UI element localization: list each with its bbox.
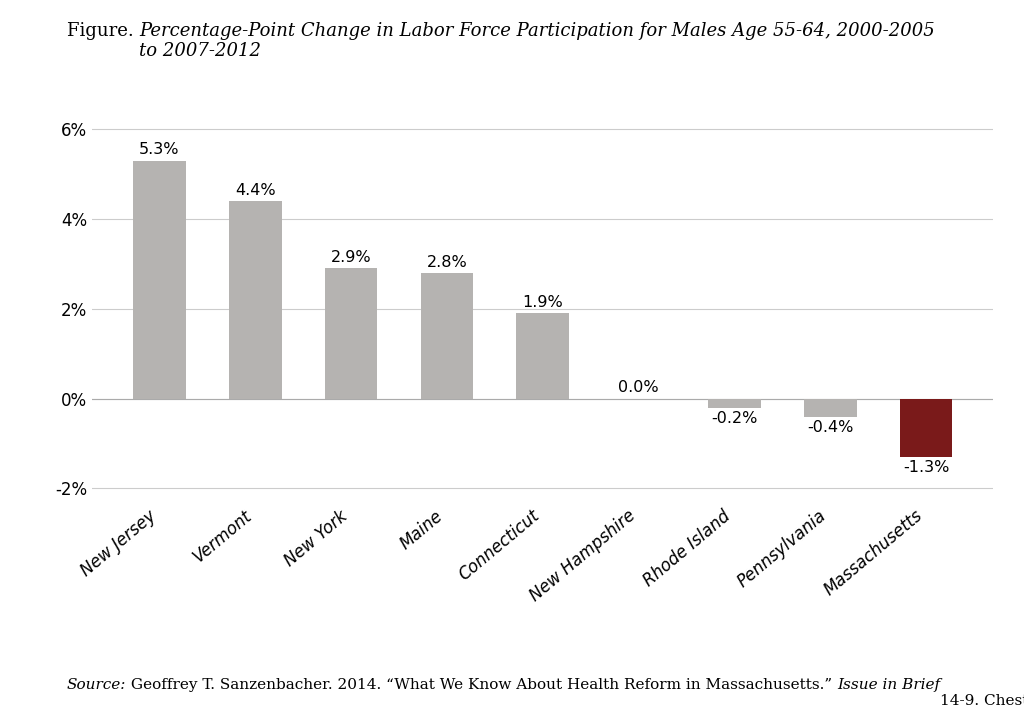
- Bar: [325, 268, 378, 399]
- Text: 2.8%: 2.8%: [427, 255, 467, 270]
- Text: 1.9%: 1.9%: [522, 295, 563, 310]
- Bar: [229, 201, 282, 399]
- Text: Issue in Brief: Issue in Brief: [837, 678, 940, 692]
- Text: Geoffrey T. Sanzenbacher. 2014. “What We Know About Health Reform in Massachuset: Geoffrey T. Sanzenbacher. 2014. “What We…: [126, 678, 837, 692]
- Text: -1.3%: -1.3%: [903, 460, 949, 475]
- Text: 5.3%: 5.3%: [139, 143, 180, 158]
- Text: 0.0%: 0.0%: [618, 381, 658, 396]
- Text: Figure.: Figure.: [67, 22, 139, 39]
- Text: Source:: Source:: [67, 678, 126, 692]
- Bar: [708, 399, 761, 407]
- Text: Percentage-Point Change in Labor Force Participation for Males Age 55-64, 2000-2: Percentage-Point Change in Labor Force P…: [139, 22, 935, 60]
- Bar: [804, 399, 856, 417]
- Text: 2.9%: 2.9%: [331, 250, 372, 265]
- Bar: [421, 273, 473, 399]
- Text: 14-9. Chestnut Hill, MA: Center for Retirement Research at Boston College.: 14-9. Chestnut Hill, MA: Center for Reti…: [940, 678, 1024, 708]
- Bar: [900, 399, 952, 457]
- Bar: [516, 313, 569, 399]
- Text: 4.4%: 4.4%: [234, 183, 275, 198]
- Text: -0.4%: -0.4%: [807, 419, 853, 435]
- Text: -0.2%: -0.2%: [711, 411, 758, 426]
- Bar: [133, 161, 185, 399]
